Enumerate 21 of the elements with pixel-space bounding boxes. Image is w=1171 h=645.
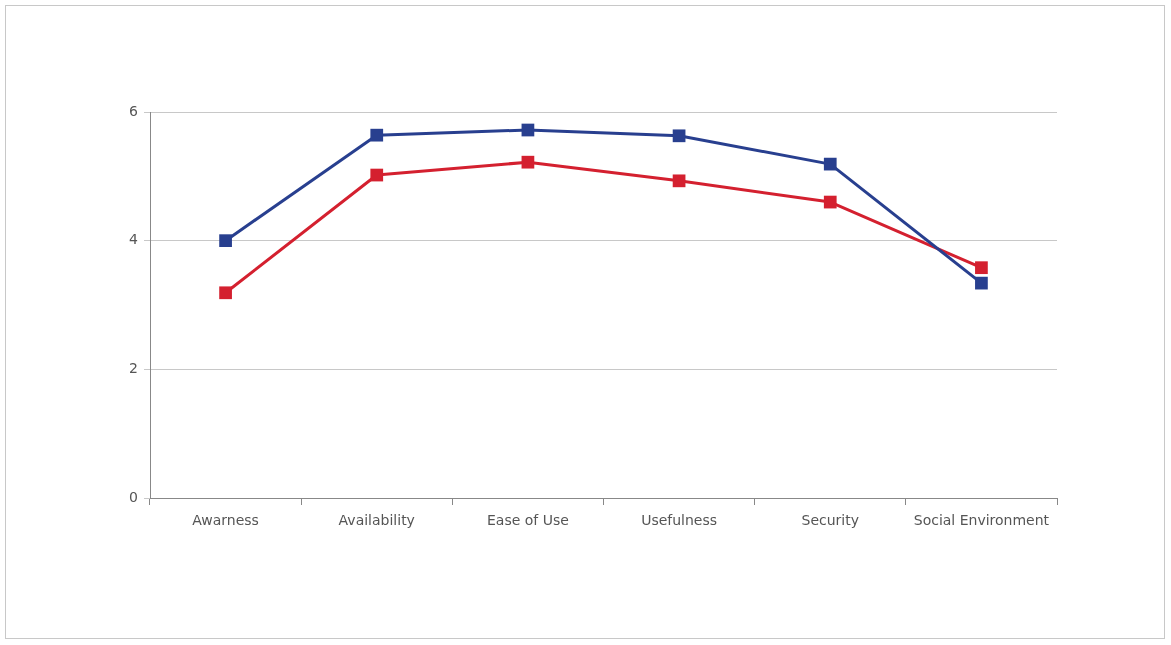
point <box>370 128 384 142</box>
x-tick-label: Usefulness <box>641 512 718 529</box>
y-tick-label: 4 <box>129 231 139 248</box>
point <box>672 174 686 188</box>
point <box>823 157 837 171</box>
point <box>219 234 232 248</box>
x-tick-label: Availability <box>338 512 415 529</box>
y-tick-label: 0 <box>129 488 138 505</box>
y-tick-label: 2 <box>129 359 138 376</box>
x-tick-label: Ease of Use <box>486 512 569 529</box>
y-tick-label: 6 <box>129 102 139 119</box>
point <box>975 276 988 290</box>
point <box>370 168 384 182</box>
point <box>823 195 837 209</box>
point <box>975 261 988 275</box>
point <box>219 286 232 300</box>
point <box>672 129 686 143</box>
x-tick-label: Security <box>801 512 859 529</box>
point <box>521 155 535 169</box>
x-tick-label: Awarness <box>192 512 259 529</box>
x-tick-label: Social Environment <box>913 512 1050 529</box>
